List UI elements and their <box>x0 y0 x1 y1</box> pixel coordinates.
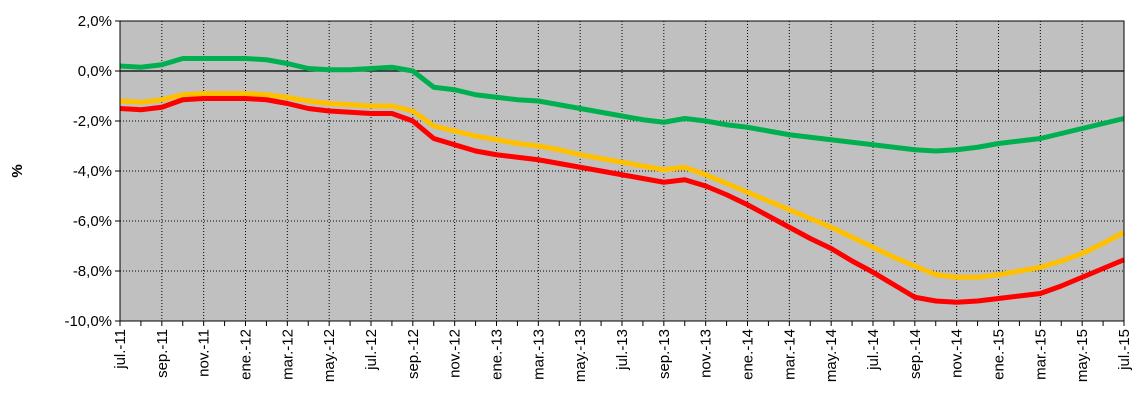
x-tick-label: jul.-13 <box>614 329 631 371</box>
x-tick-label: nov.-13 <box>698 329 715 378</box>
x-tick-label: ene.-13 <box>489 329 506 380</box>
plot-border <box>119 20 1125 322</box>
x-tick-label: jul.-11 <box>112 329 129 370</box>
series-line <box>119 96 1125 305</box>
x-tick-label: sep.-12 <box>405 329 422 379</box>
x-tick-label: mar.-14 <box>781 329 798 380</box>
y-tick-label: -6,0% <box>73 213 112 230</box>
y-tick-label: -4,0% <box>73 163 112 180</box>
x-tick-label: mar.-13 <box>530 329 547 380</box>
x-tick-label: may.-14 <box>823 329 840 382</box>
series-line <box>119 56 1125 154</box>
x-tick-label: nov.-12 <box>447 329 464 378</box>
y-tick-label: -8,0% <box>73 263 112 280</box>
x-tick-label: may.-15 <box>1074 329 1091 382</box>
x-tick-label: nov.-14 <box>949 329 966 378</box>
y-axis-label: % <box>9 164 26 177</box>
x-tick-label: nov.-11 <box>196 329 213 377</box>
x-tick-label: may.-12 <box>321 329 338 382</box>
y-tick-label: 0,0% <box>78 63 112 80</box>
x-tick-label: ene.-15 <box>991 329 1008 380</box>
x-tick-label: sep.-11 <box>154 329 171 378</box>
x-tick-label: may.-13 <box>572 329 589 382</box>
x-tick-label: mar.-15 <box>1032 329 1049 380</box>
y-tick-label: -10,0% <box>64 313 112 330</box>
x-tick-label: ene.-12 <box>238 329 255 380</box>
y-tick-label: -2,0% <box>73 113 112 130</box>
series-line <box>119 91 1126 280</box>
x-tick-label: mar.-12 <box>279 329 296 380</box>
x-tick-label: jul.-14 <box>865 329 882 371</box>
x-tick-label: jul.-15 <box>1116 329 1133 371</box>
x-tick-label: sep.-14 <box>907 329 924 379</box>
y-tick-label: 2,0% <box>78 13 112 30</box>
x-tick-label: sep.-13 <box>656 329 673 379</box>
x-tick-label: ene.-14 <box>740 329 757 380</box>
x-tick-label: jul.-12 <box>363 329 380 371</box>
